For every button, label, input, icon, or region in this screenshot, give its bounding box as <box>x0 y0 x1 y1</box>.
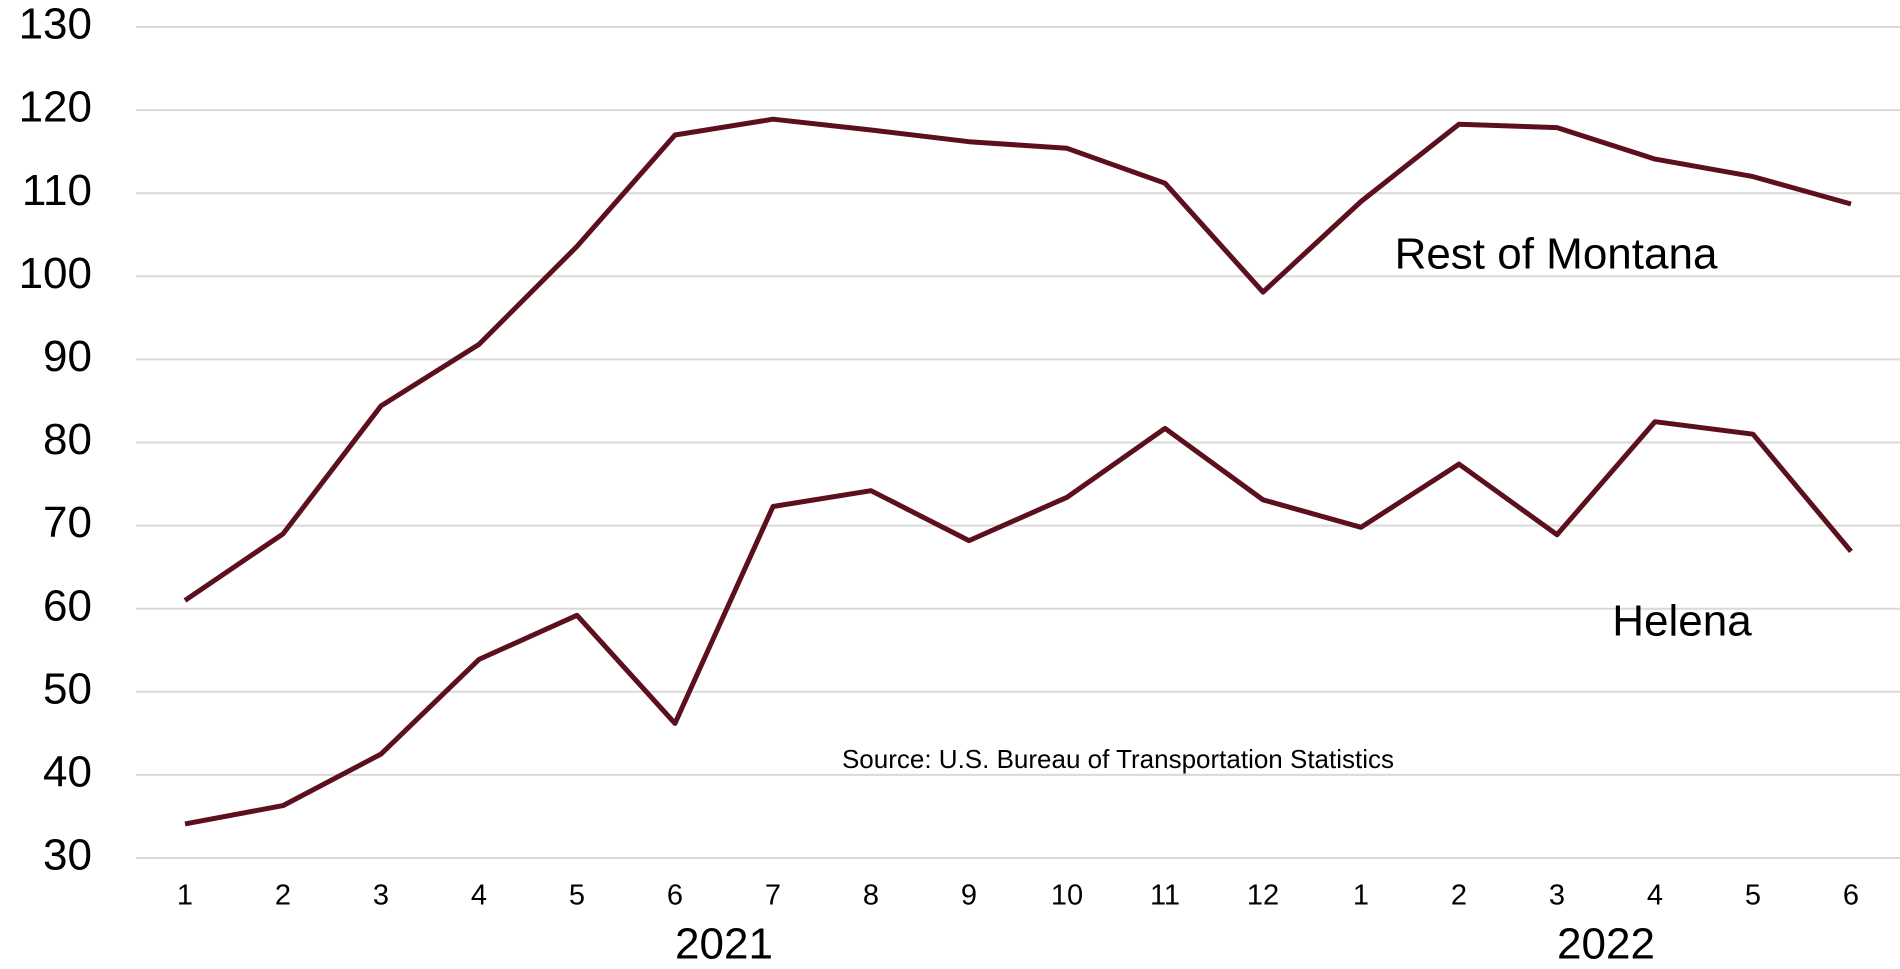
x-tick-label: 5 <box>569 880 585 912</box>
series-label: Rest of Montana <box>1395 230 1718 279</box>
y-tick-label: 100 <box>19 249 92 298</box>
y-tick-label: 130 <box>19 0 92 49</box>
x-tick-label: 6 <box>667 880 683 912</box>
x-tick-label: 12 <box>1247 880 1279 912</box>
y-tick-label: 40 <box>43 748 92 797</box>
series-line <box>184 419 1853 827</box>
y-tick-label: 70 <box>43 498 92 547</box>
source-note: Source: U.S. Bureau of Transportation St… <box>842 744 1394 774</box>
x-tick-label: 4 <box>471 880 487 912</box>
x-tick-label: 6 <box>1843 880 1859 912</box>
x-tick-label: 3 <box>1549 880 1565 912</box>
x-tick-label: 3 <box>373 880 389 912</box>
x-tick-label: 10 <box>1051 880 1083 912</box>
x-tick-label: 2 <box>1451 880 1467 912</box>
x-group-label: 2022 <box>1557 920 1655 969</box>
x-tick-label: 11 <box>1150 880 1180 912</box>
x-tick-label: 9 <box>961 880 977 912</box>
y-tick-label: 60 <box>43 581 92 630</box>
y-tick-label: 120 <box>19 83 92 132</box>
x-tick-label: 1 <box>177 880 193 912</box>
x-tick-label: 4 <box>1647 880 1663 912</box>
x-tick-label: 8 <box>863 880 879 912</box>
y-tick-label: 50 <box>43 664 92 713</box>
y-tick-label: 30 <box>43 831 92 880</box>
x-tick-label: 2 <box>275 880 291 912</box>
y-tick-label: 110 <box>22 166 92 215</box>
x-tick-label: 7 <box>765 880 781 912</box>
series-label: Helena <box>1612 597 1752 646</box>
x-tick-label: 1 <box>1353 880 1369 912</box>
y-tick-label: 90 <box>43 332 92 381</box>
series-line <box>183 116 1852 603</box>
y-tick-label: 80 <box>43 415 92 464</box>
x-group-label: 2021 <box>675 920 773 969</box>
x-tick-label: 5 <box>1745 880 1761 912</box>
